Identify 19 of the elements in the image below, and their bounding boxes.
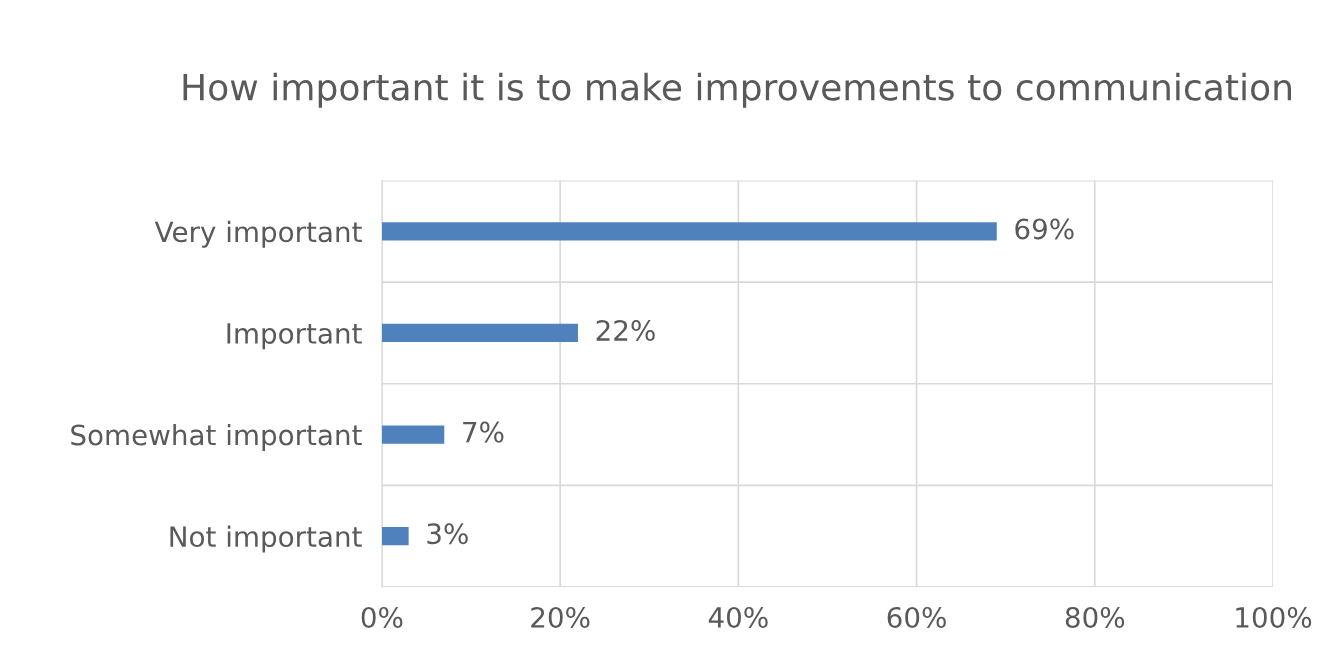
x-tick-label: 20%	[531, 606, 590, 628]
chart-title: How important it is to make improvements to communication	[183, 72, 1291, 108]
data-label: 22%	[596, 320, 655, 342]
y-tick-label: Important	[227, 323, 362, 350]
x-tick-label: 100%	[1236, 606, 1312, 628]
data-label: 7%	[463, 421, 504, 443]
x-tick-label: 0%	[361, 606, 403, 628]
bar	[381, 222, 997, 241]
x-tick-label: 40%	[708, 606, 768, 628]
bar	[381, 323, 578, 343]
bar	[381, 527, 409, 546]
x-tick-label: 80%	[1065, 606, 1125, 628]
x-tick-label: 60%	[887, 606, 946, 628]
y-tick-label: Somewhat important	[71, 424, 362, 451]
bar	[381, 425, 445, 444]
y-tick-label: Very important	[154, 220, 362, 248]
data-label: 3%	[427, 523, 468, 545]
y-tick-label: Not important	[170, 525, 362, 553]
data-label: 69%	[1015, 218, 1074, 240]
